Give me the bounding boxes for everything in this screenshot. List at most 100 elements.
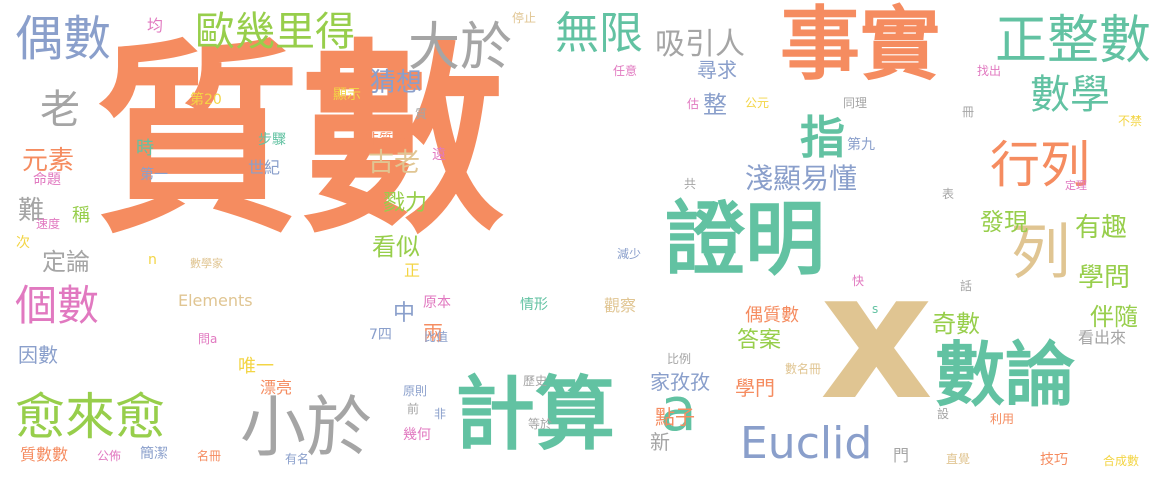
word-cloud-word: 正 (404, 261, 421, 280)
word-cloud-word: 話 (960, 279, 973, 293)
word-cloud-word: 名冊 (197, 449, 222, 463)
word-cloud-word: Elements (178, 291, 253, 310)
word-cloud-word: 比例 (667, 352, 692, 366)
word-cloud-word: 技巧 (1040, 452, 1068, 468)
word-cloud-word: 個數 (15, 281, 100, 330)
word-cloud-word: 兩 (423, 321, 443, 345)
word-cloud-word: 證明 (665, 193, 825, 286)
word-cloud-word: 簡潔 (140, 446, 168, 462)
word-cloud-word: 點子 (655, 405, 695, 429)
word-cloud-word: 質數數 (20, 445, 69, 464)
word-cloud-word: 減少 (617, 247, 642, 261)
word-cloud-word: 事實 (780, 0, 940, 91)
word-cloud-word: 非質數 (365, 132, 407, 148)
word-cloud-word: 顯示 (333, 87, 361, 103)
word-cloud-word: 愈來愈 (15, 388, 165, 446)
word-cloud-word: 情形 (520, 297, 548, 313)
word-cloud-word: 歷史 (523, 374, 548, 388)
word-cloud-word: 學問 (1078, 263, 1131, 293)
word-cloud-word: 計算 (455, 368, 615, 461)
word-cloud-word: 7四 (369, 327, 392, 343)
word-cloud-word: 共 (684, 177, 697, 191)
word-cloud-word: 有趣 (1075, 213, 1128, 243)
word-cloud-word: 定理 (1065, 179, 1087, 192)
word-cloud-word: 淺顯易懂 (745, 162, 858, 195)
word-cloud-word: 表 (942, 187, 955, 201)
word-cloud-word: 數名冊 (785, 362, 822, 376)
word-cloud-word: 第20 (190, 92, 222, 108)
word-cloud-word: s (872, 302, 879, 316)
word-cloud-word: 尋求 (697, 58, 737, 82)
word-cloud-word: 漂亮 (260, 378, 293, 397)
word-cloud-word: 定論 (42, 248, 90, 276)
word-cloud-word: 問a (198, 332, 218, 346)
word-cloud-word: 數學 (1030, 72, 1110, 118)
word-cloud-word: 猜想 (370, 68, 423, 98)
word-cloud-word: 中 (393, 301, 416, 326)
word-cloud-word: 直覺 (946, 452, 971, 466)
word-cloud-word: 新 (650, 430, 670, 454)
word-cloud-word: 偶質數 (745, 305, 799, 326)
word-cloud-word: 學門 (735, 376, 775, 400)
word-cloud-word: 大於 (408, 18, 513, 78)
word-cloud-word: 不禁 (1118, 114, 1143, 128)
word-cloud-word: 元素 (22, 146, 75, 176)
word-cloud-word: 答案 (737, 328, 782, 353)
word-cloud-word: 質數 (95, 23, 505, 261)
word-cloud-word: 幾何 (403, 427, 431, 443)
word-cloud-word: 原本 (423, 295, 451, 311)
word-cloud-word: 歐幾里得 (195, 9, 355, 55)
word-cloud-word: x (820, 236, 933, 439)
word-cloud-word: 任意 (613, 64, 638, 78)
word-cloud-word: 家孜孜 (650, 370, 710, 394)
word-cloud-word: 速度 (36, 217, 61, 231)
word-cloud-word: 快 (852, 274, 865, 288)
word-cloud-word: 觀察 (604, 296, 637, 315)
word-cloud-word: 偶數 (15, 11, 112, 67)
word-cloud-word: Euclid (740, 418, 873, 469)
word-cloud-word: 遠 (432, 147, 446, 163)
word-cloud-word: 非 (434, 407, 447, 421)
word-cloud-word: 同理 (843, 96, 868, 110)
word-cloud-word: 戮力 (383, 191, 428, 216)
word-cloud-word: 看出來 (1078, 328, 1127, 347)
word-cloud-word: 前 (407, 402, 420, 416)
word-cloud-word: 老 (40, 87, 80, 133)
word-cloud-word: 無限 (555, 8, 643, 59)
word-cloud-word: 設 (937, 407, 950, 421)
word-cloud-word: 正整數 (995, 11, 1152, 71)
word-cloud-word: 合成數 (1103, 454, 1140, 468)
word-cloud-word: 公元 (745, 96, 770, 110)
word-cloud-word: 行列 (990, 136, 1090, 194)
word-cloud-word: 利用 (990, 412, 1015, 426)
word-cloud-word: 小於 (240, 389, 372, 466)
word-cloud-word: 吸引人 (655, 27, 745, 62)
word-cloud-word: 找出 (977, 64, 1002, 78)
word-cloud-word: 原則 (403, 384, 428, 398)
word-cloud-word: 難 (18, 196, 45, 226)
word-cloud-word: 第一 (140, 167, 168, 183)
word-cloud-word: 質 (415, 107, 428, 121)
word-cloud-word: 冊 (962, 105, 975, 119)
word-cloud-word: n (148, 252, 157, 268)
word-cloud-word: 列 (1000, 220, 1070, 280)
word-cloud-word: 公佈 (97, 449, 122, 463)
word-cloud-word: 時 (136, 138, 154, 159)
word-cloud-word: 整 (703, 91, 727, 119)
word-cloud-word: 均 (147, 16, 164, 35)
word-cloud-word: 古老 (368, 148, 421, 178)
word-cloud-word: 唯一 (238, 356, 274, 377)
word-cloud-word: 指 (800, 111, 846, 164)
word-cloud-word: 門 (893, 446, 910, 465)
word-cloud-word: 世紀 (248, 158, 281, 177)
word-cloud-word: 伴隨 (1090, 303, 1138, 331)
word-cloud-word: 有名 (285, 452, 310, 466)
word-cloud-word: 奇數 (932, 310, 980, 338)
word-cloud-word: 比值 (424, 330, 449, 344)
word-cloud-word: 數學家 (190, 257, 223, 270)
word-cloud-word: 停止 (512, 11, 537, 25)
word-cloud-word: 命題 (33, 172, 61, 188)
word-cloud-word: 次 (16, 235, 30, 251)
word-cloud-word: 步驟 (258, 132, 286, 148)
